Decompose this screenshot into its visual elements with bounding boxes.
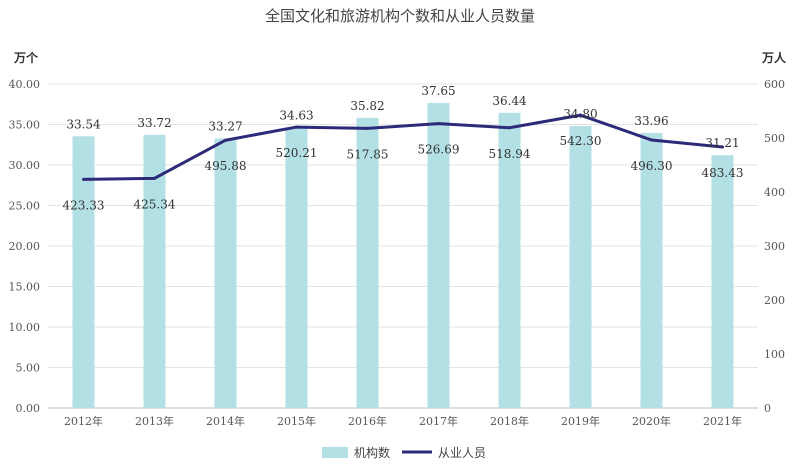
x-tick-label: 2014年 (206, 414, 245, 428)
right-tick-label: 100 (764, 348, 785, 361)
line-data-label: 520.21 (276, 146, 318, 160)
x-tick-label: 2016年 (348, 414, 387, 428)
series-line (83, 113, 723, 181)
bar (711, 155, 734, 408)
line-point (650, 138, 653, 142)
bar-data-labels: 33.54 33.72 33.27 34.63 35.82 37.65 36.44 34.80… (66, 84, 739, 150)
bar (356, 117, 379, 408)
line-point (295, 125, 298, 129)
bar-data-label: 37.65 (421, 84, 455, 98)
line-data-label: 526.69 (418, 143, 460, 157)
line-data-label: 517.85 (347, 147, 389, 161)
line-data-label: 496.30 (631, 159, 673, 173)
left-axis-ticks: 40.00 35.00 30.00 25.00 20.00 15.00 10.00 5.00 0… (9, 78, 41, 415)
bar-data-label: 33.72 (137, 116, 171, 130)
x-axis-ticks: 2012年 2013年 2014年 2015年 2016年 2017年 2018年 2019年… (64, 414, 742, 428)
legend-bar-swatch (322, 447, 348, 458)
bar (143, 134, 166, 409)
bar-data-label: 33.54 (66, 117, 101, 131)
bar (285, 127, 308, 408)
bar (640, 132, 663, 408)
line-point (508, 126, 511, 130)
x-tick-label: 2012年 (64, 414, 103, 428)
x-tick-label: 2017年 (419, 414, 458, 428)
bar (214, 138, 237, 408)
bar-series (72, 103, 734, 409)
line-point (579, 113, 582, 117)
line-data-label: 495.88 (205, 159, 247, 173)
bar-data-label: 36.44 (492, 94, 527, 108)
bar (72, 136, 95, 409)
legend-bar-label: 机构数 (354, 445, 390, 460)
bar (427, 103, 450, 408)
right-tick-label: 600 (764, 78, 785, 91)
line-data-label: 423.33 (63, 198, 105, 212)
line-data-label: 425.34 (134, 197, 176, 211)
line-point (721, 145, 724, 149)
right-tick-label: 500 (764, 132, 785, 145)
bar-data-label: 33.27 (208, 120, 242, 134)
left-tick-label: 25.00 (9, 200, 41, 213)
left-tick-label: 20.00 (9, 240, 41, 253)
right-axis-unit: 万人 (761, 50, 787, 65)
bar (498, 112, 521, 408)
right-tick-label: 300 (764, 240, 785, 253)
right-axis-ticks: 600 500 400 300 200 100 0 (764, 78, 785, 415)
line-data-label: 542.30 (560, 134, 602, 148)
left-tick-label: 0.00 (16, 402, 41, 415)
chart-title: 全国文化和旅游机构个数和从业人员数量 (265, 7, 535, 25)
right-tick-label: 0 (764, 402, 771, 415)
bar-data-label: 34.63 (279, 108, 313, 122)
x-tick-label: 2021年 (703, 414, 742, 428)
right-tick-label: 400 (764, 186, 785, 199)
left-tick-label: 5.00 (16, 362, 41, 375)
line-point (224, 138, 227, 142)
line-data-labels: 423.33 425.34 495.88 520.21 517.85 526.69 518.… (63, 134, 744, 212)
bar-data-label: 31.21 (705, 136, 739, 150)
line-series (82, 113, 724, 181)
line-data-label: 483.43 (702, 166, 744, 180)
line-point (82, 177, 85, 181)
x-tick-label: 2015年 (277, 414, 316, 428)
left-tick-label: 10.00 (9, 321, 41, 334)
line-data-label: 518.94 (489, 147, 531, 161)
line-point (153, 176, 156, 180)
line-point (437, 122, 440, 126)
bar-data-label: 35.82 (350, 99, 384, 113)
x-tick-label: 2019年 (561, 414, 600, 428)
x-tick-label: 2020年 (632, 414, 671, 428)
left-axis-unit: 万个 (13, 50, 39, 65)
left-tick-label: 40.00 (9, 78, 41, 91)
x-tick-label: 2013年 (135, 414, 174, 428)
bar-data-label: 33.96 (634, 114, 668, 128)
gridlines (48, 83, 758, 409)
left-tick-label: 15.00 (9, 281, 41, 294)
line-point (366, 126, 369, 130)
legend: 机构数 从业人员 (322, 445, 486, 460)
bar-data-label: 34.80 (563, 107, 597, 121)
left-tick-label: 35.00 (9, 119, 41, 132)
legend-line-label: 从业人员 (438, 446, 486, 460)
x-tick-label: 2018年 (490, 414, 529, 428)
right-tick-label: 200 (764, 294, 785, 307)
bar (569, 126, 592, 409)
left-tick-label: 30.00 (9, 159, 41, 172)
